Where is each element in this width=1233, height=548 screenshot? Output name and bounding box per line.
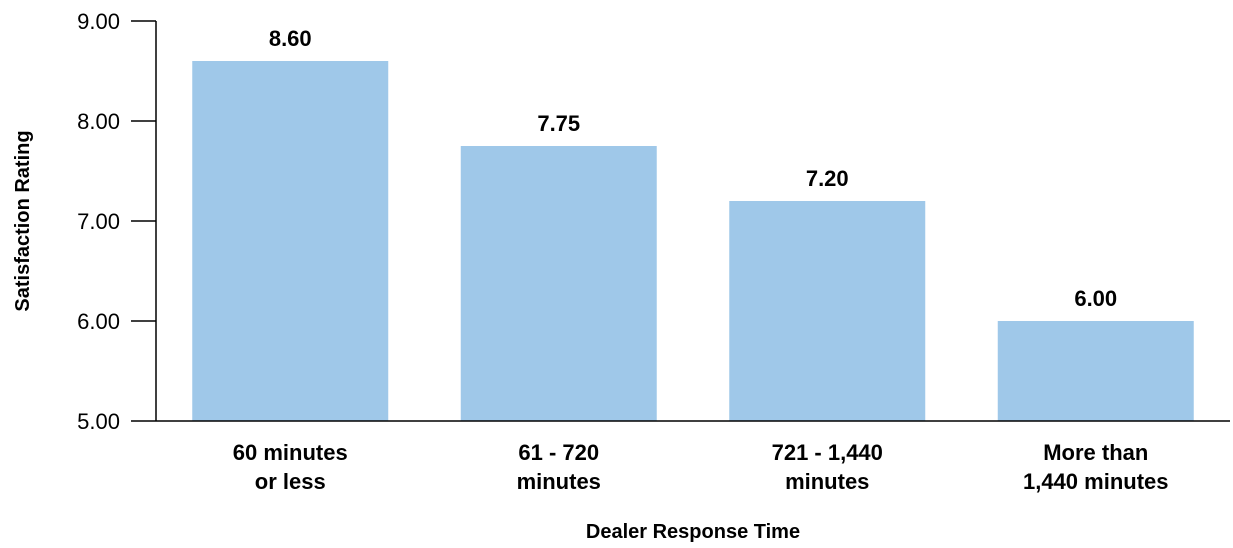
value-labels: 8.60 7.75 7.20 6.00 (269, 26, 1117, 311)
bar (192, 61, 388, 421)
category-labels: 60 minutes or less 61 - 720 minutes 721 - 1,… (233, 440, 1169, 494)
data-label: 6.00 (1074, 286, 1117, 311)
y-tick-label: 5.00 (77, 409, 120, 434)
y-tick-label: 9.00 (77, 9, 120, 34)
data-label: 7.20 (806, 166, 849, 191)
x-tick-label: 60 minutes or less (233, 440, 348, 494)
y-tick-label: 7.00 (77, 209, 120, 234)
y-axis-ticks: 5.00 6.00 7.00 8.00 9.00 (77, 9, 156, 434)
data-label: 8.60 (269, 26, 312, 51)
x-tick-label: More than 1,440 minutes (1023, 440, 1169, 494)
x-axis-title: Dealer Response Time (586, 521, 800, 543)
bars (192, 61, 1194, 421)
x-tick-label: 721 - 1,440 minutes (772, 440, 883, 494)
bar (461, 146, 657, 421)
data-label: 7.75 (537, 111, 580, 136)
bar (729, 201, 925, 421)
y-tick-label: 6.00 (77, 309, 120, 334)
x-tick-label: 61 - 720 minutes (517, 440, 601, 494)
y-axis-title: Satisfaction Rating (12, 130, 34, 311)
bar (998, 321, 1194, 421)
y-tick-label: 8.00 (77, 109, 120, 134)
